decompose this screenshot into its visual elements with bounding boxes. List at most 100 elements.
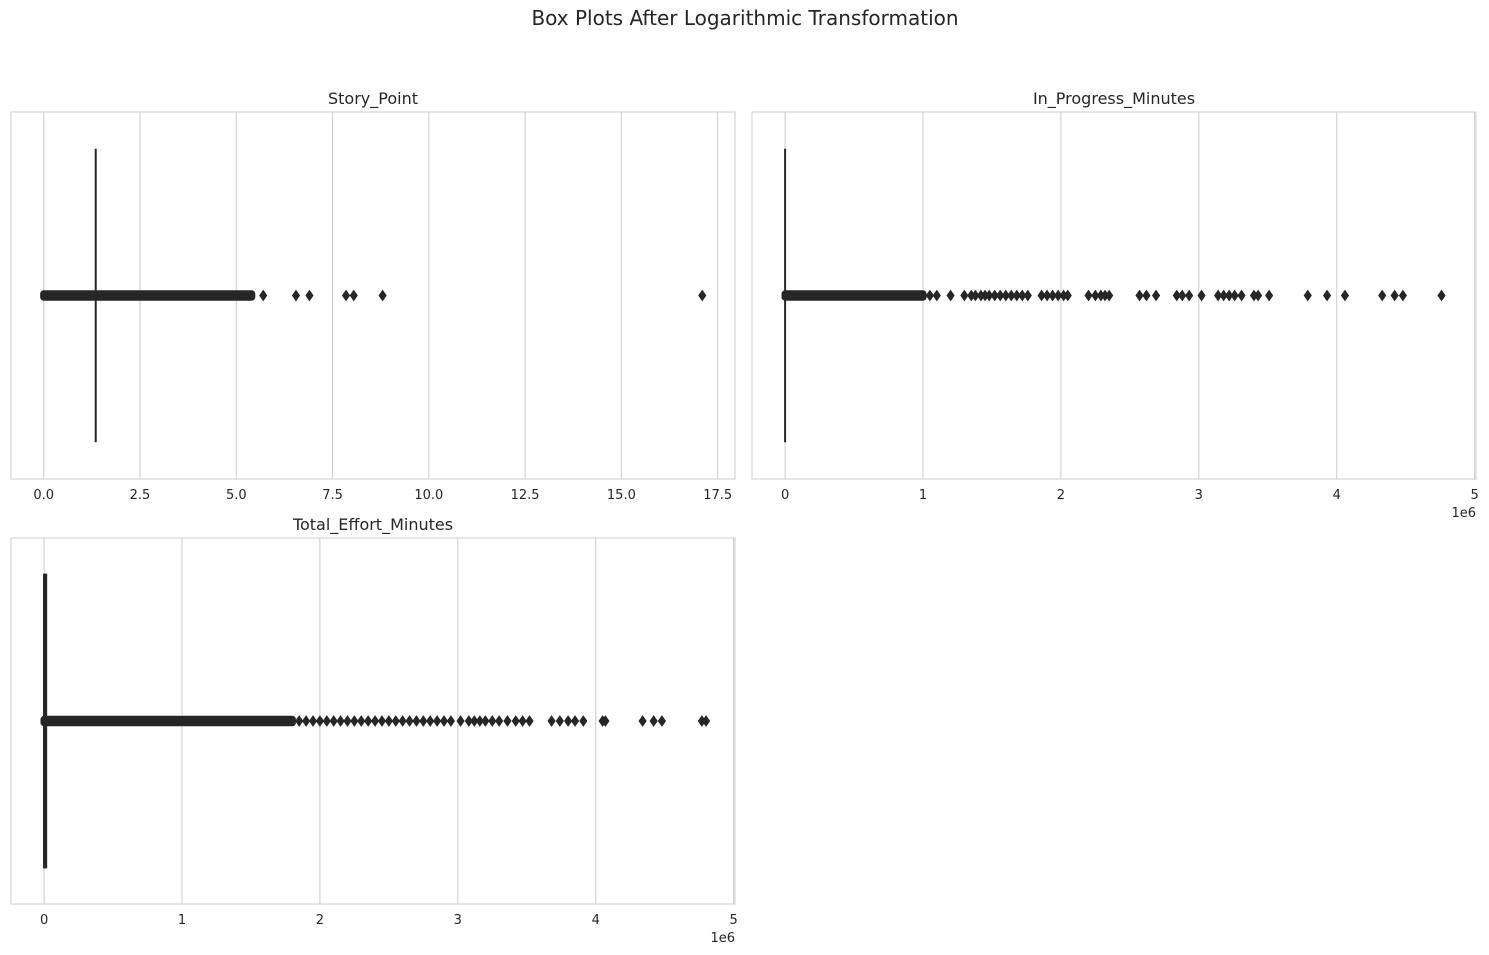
- outlier-cluster: [40, 290, 256, 301]
- outlier-point: [971, 289, 980, 302]
- outlier-point: [525, 715, 534, 727]
- outlier-point: [412, 715, 421, 727]
- outlier-point: [1197, 289, 1206, 302]
- outlier-point: [495, 715, 504, 727]
- x-tick-label: 2.5: [130, 488, 151, 503]
- axes-frame: [10, 111, 736, 480]
- outlier-point: [384, 715, 393, 727]
- outlier-point: [391, 715, 400, 727]
- outlier-point: [1091, 289, 1100, 302]
- subplot-3: Total_Effort_Minutes 0 1 2 3 4 5 1e6: [10, 515, 738, 946]
- outlier-point: [378, 289, 387, 302]
- outlier-point: [357, 715, 366, 727]
- outlier-point: [464, 715, 473, 727]
- outlier-point: [370, 715, 380, 727]
- outlier-point: [398, 715, 407, 727]
- outlier-point: [350, 715, 359, 727]
- outlier-point: [1390, 289, 1399, 302]
- outlier-point: [419, 715, 428, 727]
- outlier-point: [1237, 289, 1246, 302]
- x-tick-label: 0: [40, 913, 48, 928]
- outlier-point: [1178, 289, 1187, 302]
- outlier-point: [649, 715, 658, 727]
- outlier-point: [349, 289, 358, 302]
- outlier-point: [1254, 289, 1263, 302]
- outlier-point: [364, 715, 373, 727]
- outlier-point: [555, 715, 564, 727]
- outlier-point: [1303, 289, 1312, 302]
- x-tick-label: 5: [1470, 488, 1478, 503]
- outlier-point: [579, 715, 588, 727]
- outlier-point: [481, 715, 490, 727]
- outlier-point: [1437, 289, 1446, 302]
- x-tick-label: 12.5: [511, 488, 540, 503]
- outlier-point: [377, 715, 387, 727]
- outlier-point: [638, 715, 647, 727]
- outlier-point: [426, 715, 435, 727]
- x-tick-label: 2: [1057, 488, 1065, 503]
- outlier-point: [503, 715, 512, 727]
- axis-offset-label: 1e6: [1451, 506, 1476, 521]
- outlier-point: [990, 289, 999, 302]
- outlier-point: [1265, 289, 1274, 302]
- outlier-point: [564, 715, 573, 727]
- subplot-title: In_Progress_Minutes: [1033, 89, 1195, 109]
- outlier-point: [1054, 289, 1063, 302]
- outlier-point: [305, 289, 314, 302]
- outlier-point: [547, 715, 556, 727]
- outlier-point: [295, 715, 304, 727]
- x-tick-label: 1: [919, 488, 927, 503]
- outlier-point: [1043, 289, 1052, 302]
- outlier-point: [1214, 289, 1223, 302]
- outlier-point: [433, 715, 442, 727]
- outlier-point: [985, 289, 994, 302]
- outlier-point: [302, 715, 311, 727]
- outlier-cluster: [40, 715, 296, 727]
- outlier-point: [329, 715, 338, 727]
- figure-title: Box Plots After Logarithmic Transformati…: [531, 6, 958, 30]
- outlier-point: [946, 289, 955, 302]
- outlier-point: [698, 289, 707, 302]
- outlier-point: [1063, 289, 1072, 302]
- outlier-point: [1135, 289, 1144, 302]
- outlier-point: [1001, 289, 1010, 302]
- outlier-point: [1378, 289, 1387, 302]
- outlier-point: [259, 289, 268, 302]
- outlier-point: [1340, 289, 1350, 302]
- outlier-point: [1151, 289, 1161, 302]
- x-tick-label: 5.0: [226, 488, 247, 503]
- outlier-point: [925, 289, 934, 302]
- outlier-point: [511, 715, 520, 727]
- subplot-title: Total_Effort_Minutes: [292, 515, 453, 535]
- outlier-point: [291, 289, 301, 302]
- outlier-point: [1105, 289, 1114, 302]
- outlier-point: [405, 715, 414, 727]
- outlier-point: [322, 715, 331, 727]
- axes-frame: [751, 111, 1477, 480]
- outlier-point: [1007, 289, 1016, 302]
- x-tick-label: 15.0: [607, 488, 636, 503]
- outlier-point: [932, 289, 941, 302]
- outlier-point: [1012, 289, 1021, 302]
- outlier-point: [308, 715, 318, 727]
- outlier-point: [446, 715, 456, 727]
- outlier-point: [1023, 289, 1032, 302]
- x-tick-label: 4: [592, 913, 600, 928]
- outlier-point: [341, 289, 351, 302]
- x-tick-label: 3: [454, 913, 462, 928]
- axis-offset-label: 1e6: [710, 931, 735, 946]
- outlier-point: [1084, 289, 1093, 302]
- x-tick-label: 0: [781, 488, 789, 503]
- outlier-point: [518, 715, 527, 727]
- outlier-point: [1225, 289, 1234, 302]
- outlier-point: [1398, 289, 1407, 302]
- outlier-point: [1172, 289, 1181, 302]
- subplot-2: In_Progress_Minutes 0 1 2 3 4 5 1e6: [751, 89, 1479, 521]
- outlier-point: [1037, 289, 1046, 302]
- subplot-1: Story_Point 0.0 2.5 5.0 7.5 10.0 12.5 15.0 17.5: [10, 89, 736, 503]
- outlier-point: [456, 715, 465, 727]
- outlier-point: [488, 715, 497, 727]
- x-tick-label: 3: [1195, 488, 1203, 503]
- outlier-point: [1230, 289, 1239, 302]
